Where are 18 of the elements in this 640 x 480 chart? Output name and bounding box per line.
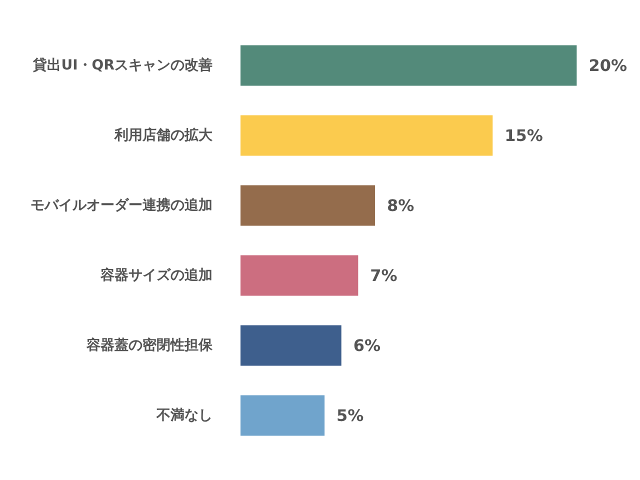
bar: [240, 255, 358, 296]
data-label: 6%: [353, 336, 381, 355]
data-label: 15%: [504, 126, 543, 145]
bar: [240, 395, 325, 436]
y-tick-label: 不満なし: [156, 408, 212, 424]
bar: [240, 185, 375, 226]
y-tick-label: 容器蓋の密閉性担保: [86, 336, 214, 354]
data-label: 7%: [370, 266, 398, 285]
y-tick-label: モバイルオーダー連携の追加: [30, 196, 212, 214]
data-label: 20%: [588, 56, 628, 75]
y-tick-label: 貸出UI・QRスキャンの改善: [32, 56, 213, 74]
bar: [240, 115, 493, 156]
bar: [240, 45, 577, 86]
y-tick-label: 利用店舗の拡大: [114, 126, 214, 144]
y-tick-label: 容器サイズの追加: [100, 266, 212, 284]
data-label: 5%: [336, 406, 364, 425]
bar: [240, 325, 342, 366]
data-label: 8%: [386, 196, 414, 215]
